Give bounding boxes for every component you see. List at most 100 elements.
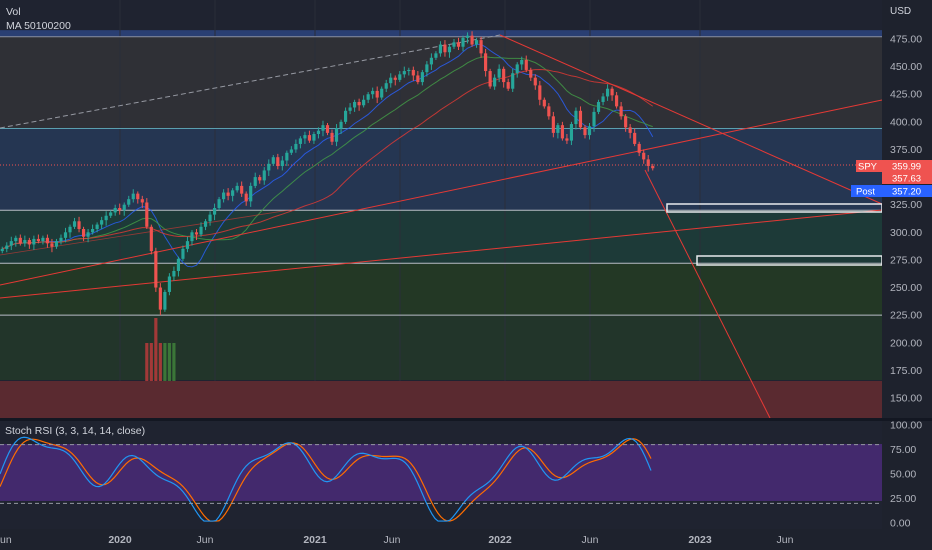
time-tick: 2021 — [303, 534, 327, 546]
volume-bar — [163, 343, 167, 418]
candle-body — [615, 95, 619, 107]
candle-body — [411, 69, 415, 76]
close-price-badge: 357.63 — [892, 174, 921, 185]
stoch-band — [0, 444, 882, 501]
candle-body — [294, 143, 298, 150]
candle-body — [267, 163, 271, 171]
candle-body — [628, 127, 632, 133]
candle-body — [420, 72, 424, 83]
ma-line-2 — [2, 69, 654, 250]
candle-body — [140, 199, 144, 203]
candle-body — [163, 291, 167, 310]
symbol-badge-label: SPY — [858, 162, 878, 173]
candle-body — [375, 90, 379, 98]
candle-body — [244, 193, 248, 202]
candle-body — [497, 68, 501, 78]
candle-body — [578, 110, 583, 128]
candle-body — [651, 166, 655, 169]
candle-body — [547, 106, 551, 117]
candle-body — [276, 157, 280, 167]
candle-body — [50, 243, 54, 247]
price-axis[interactable] — [882, 0, 932, 550]
candle-body — [587, 126, 592, 136]
candle-body — [14, 237, 18, 242]
candle-body — [307, 135, 312, 141]
candle-body — [551, 116, 555, 133]
candle-body — [619, 106, 623, 117]
candle-body — [231, 190, 235, 196]
ma-line-0 — [2, 43, 654, 268]
candle-body — [285, 152, 289, 161]
candle-body — [402, 71, 406, 75]
price-tick: 450.00 — [890, 61, 922, 73]
candle-body — [303, 135, 307, 139]
candle-body — [393, 77, 397, 80]
candle-body — [533, 77, 537, 86]
candle-body — [27, 240, 31, 245]
stoch-tick: 50.00 — [890, 469, 916, 481]
candle-body — [253, 177, 257, 186]
candle-body — [271, 157, 275, 164]
candle-body — [32, 238, 36, 245]
candle-body — [583, 127, 587, 136]
volume-bar — [172, 343, 176, 418]
candle-body — [348, 107, 352, 111]
candle-body — [398, 74, 402, 80]
ma-line-1 — [2, 56, 653, 250]
trendline-dashed — [0, 34, 501, 129]
time-ticks: un 2020 Jun 2021 Jun 2022 Jun 2023 Jun — [0, 534, 794, 546]
candle-body — [470, 35, 474, 45]
candle-body — [194, 232, 199, 235]
time-axis[interactable] — [0, 529, 932, 550]
candle-body — [23, 240, 27, 244]
price-tick: 300.00 — [890, 227, 922, 239]
indicator-vol-label[interactable]: Vol — [6, 6, 21, 18]
time-tick: un — [0, 534, 12, 546]
stoch-label[interactable]: Stoch RSI (3, 3, 14, 14, close) — [5, 425, 145, 437]
candle-body — [86, 232, 90, 237]
time-tick: 2020 — [108, 534, 132, 546]
candle-body — [380, 88, 384, 98]
stoch-d-line — [0, 438, 652, 522]
price-tick: 475.00 — [890, 34, 922, 46]
candle-body — [199, 226, 203, 235]
candle-body — [343, 110, 348, 122]
volume-bar — [154, 318, 158, 418]
candle-body — [113, 208, 117, 213]
trendline-projection — [644, 169, 771, 419]
candle-body — [624, 116, 628, 128]
indicator-ma-label[interactable]: MA 50100200 — [6, 20, 71, 32]
price-tick: 425.00 — [890, 89, 922, 101]
stoch-ticks: 100.00 75.00 50.00 25.00 0.00 — [0, 420, 922, 530]
candle-body — [493, 77, 497, 87]
candle-body — [54, 241, 59, 247]
trendline-lower — [0, 209, 883, 299]
candle-body — [438, 44, 443, 54]
candle-body — [506, 82, 510, 89]
candle-body — [425, 64, 429, 73]
price-axis-unit: USD — [890, 6, 911, 17]
candle-body — [429, 57, 433, 65]
candle-body — [149, 226, 153, 252]
pane-separator[interactable] — [0, 418, 932, 421]
candle-body — [118, 208, 122, 211]
candle-body — [176, 258, 181, 271]
candle-body — [646, 159, 650, 167]
candle-body — [222, 192, 226, 200]
symbol-badge: SPY 359.99 357.63 — [856, 160, 932, 185]
candle-body — [384, 83, 388, 89]
candle-body — [456, 42, 461, 47]
candle-body — [339, 121, 343, 129]
candle-body — [36, 238, 40, 242]
candle-body — [353, 101, 357, 108]
candle-body — [407, 69, 411, 72]
volume-bar — [167, 343, 171, 418]
post-price-badge: 357.20 — [892, 187, 921, 198]
candle-body — [416, 75, 420, 83]
candle-body — [447, 46, 452, 53]
volume-band — [0, 381, 882, 418]
volume-bar — [149, 343, 153, 418]
candle-body — [136, 193, 140, 200]
candle-body — [280, 160, 284, 167]
